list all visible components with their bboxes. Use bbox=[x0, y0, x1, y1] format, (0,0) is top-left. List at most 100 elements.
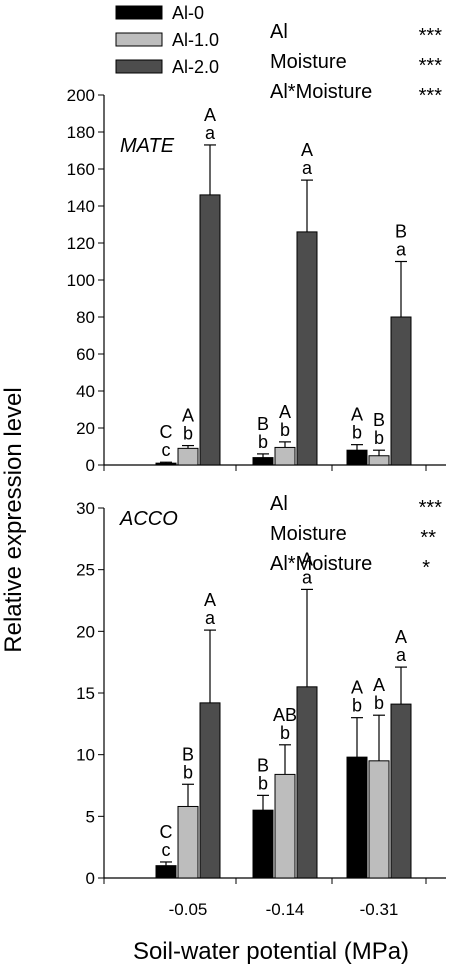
significance-letter: b bbox=[258, 432, 268, 452]
panel-label-mate: MATE bbox=[120, 135, 175, 157]
significance-letter: a bbox=[396, 240, 407, 260]
significance-letter: b bbox=[183, 762, 193, 782]
legend-label-al-1: Al-1.0 bbox=[172, 30, 219, 50]
significance-letter: A bbox=[373, 675, 385, 695]
y-tick-label: 160 bbox=[67, 160, 95, 179]
stat-term: Al*Moisture bbox=[270, 81, 372, 103]
bar bbox=[296, 686, 318, 879]
stat-sig: *** bbox=[419, 85, 443, 107]
legend-label-al-0: Al-0 bbox=[172, 3, 204, 23]
significance-letter: b bbox=[374, 693, 384, 713]
panel-label-acco: ACCO bbox=[119, 508, 178, 530]
significance-letter: C bbox=[160, 822, 173, 842]
y-tick-label: 30 bbox=[76, 499, 95, 518]
significance-letter: A bbox=[182, 406, 194, 426]
stat-term: Moisture bbox=[270, 523, 347, 545]
y-tick-label: 200 bbox=[67, 86, 95, 105]
significance-letter: a bbox=[396, 645, 407, 665]
x-axis-title: Soil-water potential (MPa) bbox=[133, 938, 409, 965]
significance-letter: A bbox=[395, 627, 407, 647]
stat-sig: * bbox=[422, 557, 430, 579]
significance-letter: A bbox=[301, 140, 313, 160]
x-tick-label-1: -0.05 bbox=[169, 900, 208, 919]
significance-letter: b bbox=[258, 773, 268, 793]
legend-swatch-al-2 bbox=[115, 59, 163, 74]
significance-letter: AB bbox=[273, 705, 297, 725]
significance-letter: a bbox=[302, 158, 313, 178]
y-tick-label: 80 bbox=[76, 308, 95, 327]
significance-letter: b bbox=[183, 424, 193, 444]
x-tick-label-3: -0.31 bbox=[360, 900, 399, 919]
bar bbox=[274, 773, 296, 879]
stat-sig: ** bbox=[420, 527, 436, 549]
y-tick-label: 0 bbox=[86, 869, 95, 888]
stat-term: Al bbox=[270, 21, 288, 43]
bar bbox=[252, 457, 274, 466]
significance-letter: B bbox=[373, 410, 385, 430]
legend-label-al-2: Al-2.0 bbox=[172, 57, 219, 77]
y-tick-label: 40 bbox=[76, 382, 95, 401]
significance-letter: c bbox=[162, 440, 171, 460]
stats-mate: Al *** Moisture *** Al*Moisture *** bbox=[270, 21, 442, 107]
significance-letter: A bbox=[279, 402, 291, 422]
legend: Al-0 Al-1.0 Al-2.0 bbox=[115, 3, 219, 77]
significance-letter: C bbox=[160, 422, 173, 442]
legend-swatch-al-0 bbox=[115, 5, 163, 20]
significance-letter: B bbox=[257, 414, 269, 434]
stat-sig: *** bbox=[419, 55, 443, 77]
y-axis-title: Relative expression level bbox=[0, 387, 27, 652]
bar bbox=[177, 447, 199, 466]
y-tick-label: 20 bbox=[76, 419, 95, 438]
significance-letter: a bbox=[302, 567, 313, 587]
bar bbox=[274, 446, 296, 466]
y-tick-label: 25 bbox=[76, 561, 95, 580]
stats-acco: Al *** Moisture ** Al*Moisture * bbox=[270, 493, 442, 579]
significance-letter: B bbox=[395, 222, 407, 242]
stat-term: Al*Moisture bbox=[270, 553, 372, 575]
significance-letter: b bbox=[352, 696, 362, 716]
y-tick-label: 100 bbox=[67, 271, 95, 290]
bar bbox=[155, 462, 177, 466]
significance-letter: A bbox=[351, 405, 363, 425]
stat-sig: *** bbox=[419, 25, 443, 47]
bar bbox=[390, 316, 412, 466]
significance-letter: b bbox=[352, 423, 362, 443]
bar bbox=[199, 702, 221, 879]
significance-letter: B bbox=[257, 755, 269, 775]
y-tick-label: 10 bbox=[76, 746, 95, 765]
y-tick-label: 120 bbox=[67, 234, 95, 253]
stat-sig: *** bbox=[419, 497, 443, 519]
bar bbox=[296, 231, 318, 466]
stat-term: Moisture bbox=[270, 51, 347, 73]
bar bbox=[346, 756, 368, 879]
bar bbox=[368, 760, 390, 879]
y-tick-label: 140 bbox=[67, 197, 95, 216]
significance-letter: A bbox=[204, 590, 216, 610]
stat-term: Al bbox=[270, 493, 288, 515]
x-tick-label-2: -0.14 bbox=[266, 900, 305, 919]
significance-letter: b bbox=[374, 428, 384, 448]
y-tick-label: 15 bbox=[76, 684, 95, 703]
significance-letter: a bbox=[205, 123, 216, 143]
significance-letter: A bbox=[204, 105, 216, 125]
significance-letter: A bbox=[301, 549, 313, 569]
significance-letter: A bbox=[351, 678, 363, 698]
significance-letter: b bbox=[280, 420, 290, 440]
significance-letter: c bbox=[162, 840, 171, 860]
y-tick-label: 180 bbox=[67, 123, 95, 142]
y-tick-label: 60 bbox=[76, 345, 95, 364]
bar bbox=[155, 865, 177, 879]
bar bbox=[368, 455, 390, 466]
legend-swatch-al-1 bbox=[115, 32, 163, 47]
y-tick-label: 20 bbox=[76, 622, 95, 641]
y-tick-label: 0 bbox=[86, 456, 95, 475]
significance-letter: B bbox=[182, 744, 194, 764]
bar bbox=[390, 703, 412, 879]
bar bbox=[346, 449, 368, 466]
significance-letter: b bbox=[280, 723, 290, 743]
significance-letter: a bbox=[205, 608, 216, 628]
bar bbox=[252, 809, 274, 879]
y-tick-label: 5 bbox=[86, 807, 95, 826]
